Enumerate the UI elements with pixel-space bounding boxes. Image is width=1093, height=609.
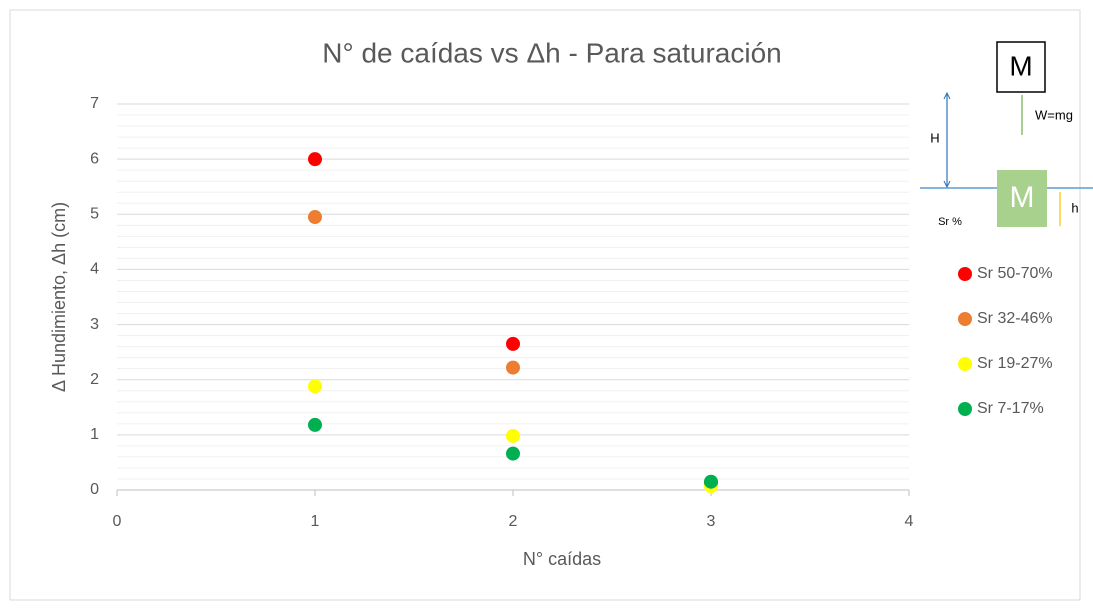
sink-label: h xyxy=(1071,200,1078,215)
point xyxy=(506,447,520,461)
legend-marker xyxy=(958,312,972,326)
legend-marker xyxy=(958,357,972,371)
x-tick-label: 3 xyxy=(707,513,716,530)
point xyxy=(308,379,322,393)
legend-marker xyxy=(958,267,972,281)
point xyxy=(308,210,322,224)
x-axis-label: N° caídas xyxy=(523,549,601,569)
chart-title: N° de caídas vs Δh - Para saturación xyxy=(322,37,781,68)
y-tick-label: 3 xyxy=(90,316,99,333)
y-tick-label: 0 xyxy=(90,481,99,498)
x-tick-label: 2 xyxy=(509,513,518,530)
weight-label: W=mg xyxy=(1035,107,1073,122)
legend-label: Sr 32-46% xyxy=(977,310,1053,327)
height-label: H xyxy=(930,130,939,145)
y-tick-label: 5 xyxy=(90,206,99,223)
y-tick-label: 6 xyxy=(90,150,99,167)
chart-border xyxy=(10,10,1080,600)
y-axis-label: Δ Hundimiento, Δh (cm) xyxy=(49,202,69,392)
point xyxy=(308,152,322,166)
x-tick-label: 1 xyxy=(311,513,320,530)
legend-label: Sr 19-27% xyxy=(977,355,1053,372)
y-tick-label: 2 xyxy=(90,371,99,388)
chart: N° de caídas vs Δh - Para saturación N° … xyxy=(0,0,1093,609)
top-block-label: M xyxy=(1009,50,1032,81)
x-tick-label: 0 xyxy=(113,513,122,530)
y-tick-label: 7 xyxy=(90,95,99,112)
point xyxy=(506,337,520,351)
point xyxy=(506,429,520,443)
ground-label: Sr % xyxy=(938,216,962,228)
point xyxy=(308,418,322,432)
x-tick-label: 4 xyxy=(905,513,914,530)
bottom-block-label: M xyxy=(1010,181,1035,214)
y-tick-label: 4 xyxy=(90,261,99,278)
y-tick-label: 1 xyxy=(90,426,99,443)
legend-label: Sr 7-17% xyxy=(977,400,1044,417)
legend-marker xyxy=(958,402,972,416)
legend-label: Sr 50-70% xyxy=(977,265,1053,282)
point xyxy=(506,361,520,375)
point xyxy=(704,475,718,489)
